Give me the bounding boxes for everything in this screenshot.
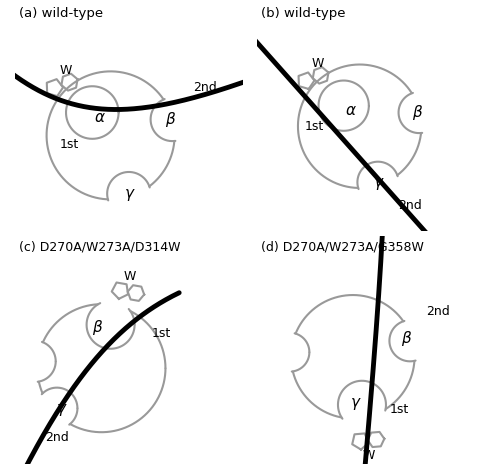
Text: (c) D270A/W273A/D314W: (c) D270A/W273A/D314W <box>19 240 180 253</box>
Text: β: β <box>412 105 422 120</box>
Text: 1st: 1st <box>152 327 171 340</box>
Text: β: β <box>92 319 102 334</box>
Text: 1st: 1st <box>304 120 324 133</box>
Text: 1st: 1st <box>390 403 408 416</box>
Text: 1st: 1st <box>60 138 79 151</box>
Text: (a) wild-type: (a) wild-type <box>19 7 103 21</box>
Text: W: W <box>362 449 375 461</box>
Text: 2nd: 2nd <box>426 304 450 318</box>
Text: α: α <box>346 103 356 118</box>
Text: γ: γ <box>350 395 360 410</box>
Text: 2nd: 2nd <box>398 198 422 212</box>
Text: γ: γ <box>57 401 66 416</box>
Text: γ: γ <box>124 186 134 201</box>
Text: γ: γ <box>374 175 382 190</box>
Text: (b) wild-type: (b) wild-type <box>262 7 346 21</box>
Text: (d) D270A/W273A/G358W: (d) D270A/W273A/G358W <box>262 240 424 253</box>
Text: 2nd: 2nd <box>193 81 216 94</box>
Text: W: W <box>60 64 72 77</box>
Text: W: W <box>124 270 136 283</box>
Text: 2nd: 2nd <box>46 432 69 445</box>
Text: β: β <box>400 331 410 346</box>
Text: α: α <box>94 110 104 125</box>
Text: W: W <box>311 57 324 71</box>
Text: β: β <box>165 112 175 127</box>
